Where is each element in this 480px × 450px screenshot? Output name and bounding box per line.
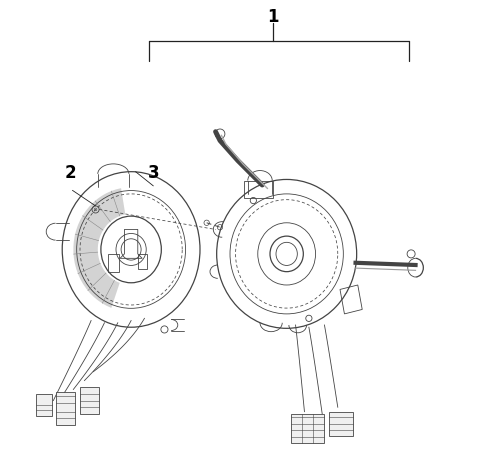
Bar [108,254,119,272]
Text: 1: 1 [267,8,279,26]
Bar [138,254,147,270]
Bar [57,392,75,425]
Bar [244,181,273,198]
Polygon shape [73,188,125,308]
Bar [291,414,324,443]
Text: 3: 3 [147,163,159,181]
Bar [80,387,99,414]
Text: 2: 2 [64,163,76,181]
Bar [329,412,353,436]
Bar [36,394,52,416]
